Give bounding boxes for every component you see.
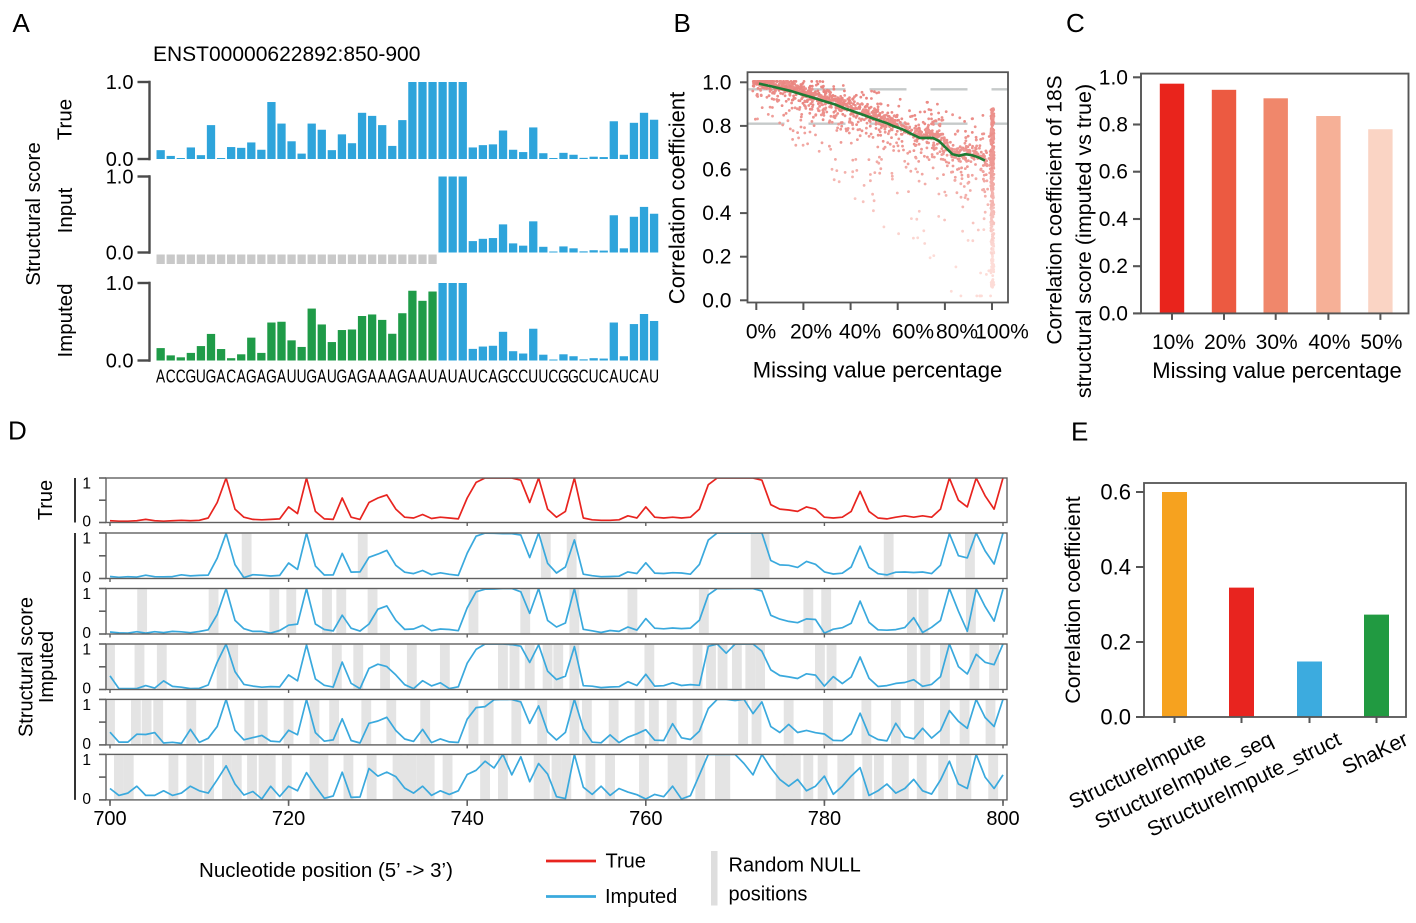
svg-text:720: 720 [272, 808, 305, 830]
svg-text:A: A [13, 8, 31, 38]
svg-text:0.2: 0.2 [1099, 255, 1128, 278]
svg-text:0.0: 0.0 [106, 351, 134, 373]
svg-text:0%: 0% [746, 321, 776, 344]
svg-text:Missing value percentage: Missing value percentage [753, 358, 1002, 383]
svg-text:780: 780 [808, 808, 841, 830]
svg-text:20%: 20% [1204, 331, 1246, 354]
svg-text:Imputed: Imputed [605, 886, 677, 908]
svg-text:0.0: 0.0 [1100, 705, 1131, 730]
svg-text:1.0: 1.0 [106, 273, 134, 295]
svg-text:40%: 40% [1308, 331, 1350, 354]
svg-text:Structural score: Structural score [22, 142, 45, 286]
svg-text:B: B [674, 8, 691, 38]
svg-text:0: 0 [82, 625, 91, 642]
svg-text:True: True [35, 480, 57, 520]
svg-text:1: 1 [82, 752, 91, 769]
svg-text:Imputed: Imputed [36, 631, 58, 703]
svg-text:0.4: 0.4 [702, 202, 732, 225]
svg-text:0.4: 0.4 [1100, 555, 1131, 580]
svg-text:Correlation coefficient: Correlation coefficient [665, 92, 690, 304]
svg-text:1: 1 [82, 531, 91, 548]
svg-text:1.0: 1.0 [106, 167, 134, 189]
svg-text:50%: 50% [1360, 331, 1402, 354]
svg-text:D: D [8, 416, 27, 446]
svg-text:Missing value percentage: Missing value percentage [1152, 358, 1401, 383]
svg-text:100%: 100% [975, 321, 1029, 344]
svg-text:1: 1 [82, 697, 91, 714]
svg-text:True: True [606, 851, 646, 873]
svg-text:0.8: 0.8 [702, 115, 731, 138]
svg-text:0: 0 [82, 791, 91, 808]
svg-text:1.0: 1.0 [106, 72, 134, 94]
svg-text:0.2: 0.2 [1100, 630, 1131, 655]
svg-text:0.0: 0.0 [1099, 302, 1128, 325]
svg-text:E: E [1071, 417, 1088, 447]
svg-text:0: 0 [82, 736, 91, 753]
svg-text:1.0: 1.0 [702, 71, 731, 94]
svg-text:0.6: 0.6 [702, 159, 731, 182]
svg-text:0: 0 [82, 570, 91, 587]
svg-text:Random NULL: Random NULL [729, 855, 861, 877]
svg-text:C: C [1066, 8, 1085, 38]
svg-text:structural score (imputed vs t: structural score (imputed vs true) [1072, 84, 1096, 398]
svg-text:0.6: 0.6 [1099, 161, 1128, 184]
svg-text:0.8: 0.8 [1099, 114, 1128, 137]
svg-text:Imputed: Imputed [54, 283, 77, 357]
svg-text:60%: 60% [892, 321, 934, 344]
svg-text:0.4: 0.4 [1099, 208, 1129, 231]
svg-text:40%: 40% [839, 321, 881, 344]
svg-text:ACCGUGACAGAGAUUGAUGAGAAAGAAUAU: ACCGUGACAGAGAUUGAUGAGAAAGAAUAUAUCAGCCUUC… [156, 367, 659, 387]
svg-text:30%: 30% [1256, 331, 1298, 354]
svg-text:Correlation coefficient: Correlation coefficient [1061, 496, 1085, 704]
svg-text:Nucleotide position (5’ -> 3’): Nucleotide position (5’ -> 3’) [199, 859, 453, 882]
svg-text:0.6: 0.6 [1100, 480, 1131, 505]
svg-text:0.0: 0.0 [106, 149, 134, 171]
svg-text:ENST00000622892:850-900: ENST00000622892:850-900 [153, 43, 420, 66]
svg-text:80%: 80% [936, 321, 978, 344]
svg-text:760: 760 [629, 808, 662, 830]
svg-text:positions: positions [729, 884, 808, 906]
svg-text:0.2: 0.2 [702, 246, 731, 269]
svg-text:800: 800 [986, 808, 1019, 830]
svg-text:20%: 20% [790, 321, 832, 344]
svg-text:700: 700 [93, 808, 126, 830]
svg-text:True: True [54, 99, 77, 140]
svg-text:1: 1 [82, 586, 91, 603]
svg-text:1: 1 [82, 642, 91, 659]
svg-text:Input: Input [54, 187, 77, 233]
svg-text:1: 1 [82, 476, 91, 493]
svg-text:Correlation coefficient of 18S: Correlation coefficient of 18S [1044, 75, 1067, 344]
svg-text:10%: 10% [1152, 331, 1194, 354]
svg-text:1.0: 1.0 [1099, 66, 1128, 89]
svg-text:Structural score: Structural score [16, 597, 38, 737]
svg-text:0.0: 0.0 [106, 243, 134, 265]
svg-text:740: 740 [451, 808, 484, 830]
svg-text:0: 0 [82, 681, 91, 698]
svg-text:0.0: 0.0 [702, 289, 731, 312]
svg-text:0: 0 [82, 514, 91, 531]
